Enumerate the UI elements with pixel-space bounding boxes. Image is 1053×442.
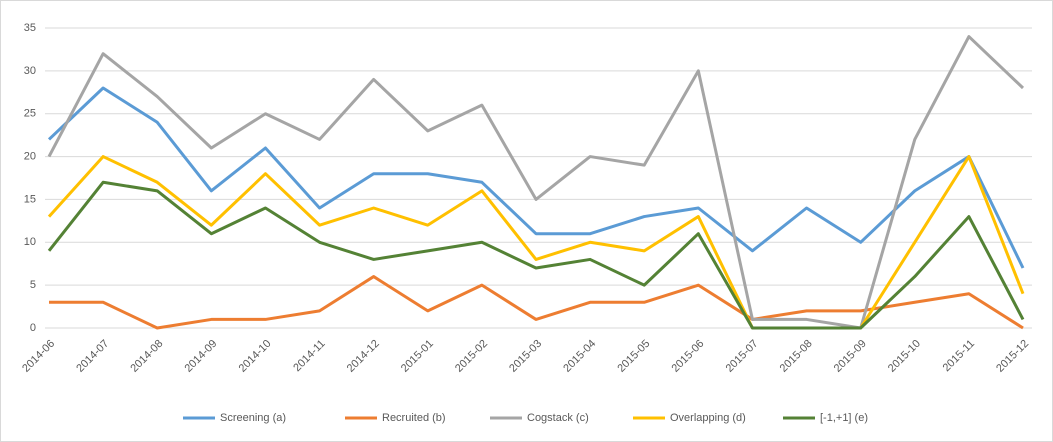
y-tick-label: 35 <box>24 22 36 34</box>
y-tick-label: 5 <box>30 279 36 291</box>
series-line <box>49 275 1024 330</box>
y-tick-label: 10 <box>24 236 36 248</box>
y-tick-label: 15 <box>24 193 36 205</box>
legend-label: Recruited (b) <box>382 412 446 424</box>
legend-label: Screening (a) <box>220 412 286 424</box>
legend-label: Cogstack (c) <box>527 412 589 424</box>
y-tick-label: 25 <box>24 108 36 120</box>
series-line <box>47 86 1025 269</box>
legend-label: [-1,+1] (e) <box>820 412 868 424</box>
legend-label: Overlapping (d) <box>670 412 746 424</box>
y-tick-label: 30 <box>24 65 36 77</box>
y-tick-label: 0 <box>30 322 36 334</box>
y-tick-label: 20 <box>24 150 36 162</box>
series-line <box>47 180 1025 330</box>
